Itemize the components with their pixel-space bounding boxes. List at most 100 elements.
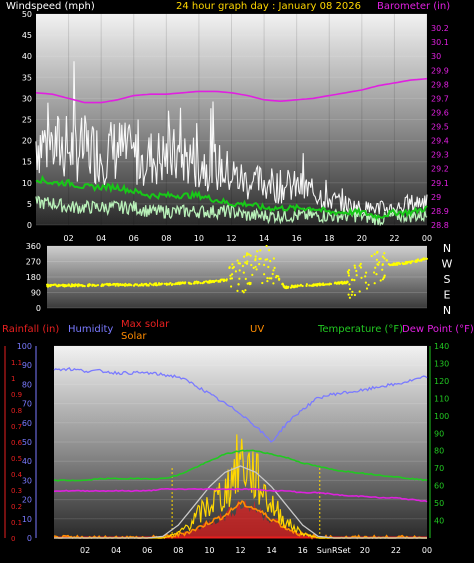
rain-y-tick-label: 0.3 [11, 487, 22, 495]
direction-point [415, 259, 418, 263]
direction-point [171, 283, 174, 286]
direction-point [135, 283, 138, 286]
temperature-y-tick-label: 70 [434, 464, 444, 473]
direction-point [266, 258, 269, 261]
direction-point [334, 281, 337, 284]
direction-point [404, 260, 407, 264]
barometer-y-tick-label: 29 [431, 193, 441, 202]
direction-point [364, 275, 367, 278]
direction-point [230, 285, 233, 288]
direction-point [381, 263, 384, 266]
wind-y-tick-label: 15 [22, 158, 32, 167]
direction-point [244, 289, 247, 292]
weather-series [53, 367, 428, 540]
direction-point [348, 296, 351, 299]
direction-point [246, 282, 249, 285]
direction-y-tick-label: 90 [31, 289, 41, 298]
direction-point [245, 262, 249, 265]
rain-y-tick-label: 1 [11, 375, 15, 383]
direction-point [144, 282, 147, 286]
direction-point [56, 285, 59, 288]
direction-point [48, 284, 51, 287]
direction-point [124, 282, 127, 285]
direction-y-tick-label: 270 [26, 258, 41, 267]
direction-point [385, 259, 388, 262]
direction-point [234, 270, 237, 273]
direction-point [408, 260, 411, 263]
direction-point [242, 271, 245, 274]
direction-point [231, 263, 234, 266]
direction-point [60, 284, 63, 287]
temperature-y-tick-label: 130 [434, 359, 449, 368]
direction-point [271, 272, 274, 276]
direction-point [116, 282, 119, 285]
direction-y-tick-label: 180 [26, 273, 41, 282]
max-solar-line [54, 465, 427, 539]
direction-point [259, 257, 262, 260]
direction-point [295, 285, 299, 288]
direction-point [154, 283, 157, 287]
temperature-line [53, 449, 428, 482]
direction-point [301, 284, 304, 288]
weather-panel [54, 346, 427, 538]
temperature-y-tick-label: 50 [434, 499, 444, 508]
weather-x-tick-label: 16 [298, 546, 308, 555]
direction-point [259, 249, 262, 252]
wind-y-tick-label: 35 [22, 73, 32, 82]
direction-point [137, 284, 140, 287]
direction-point [406, 260, 409, 264]
direction-point [373, 253, 376, 256]
chart-title: 24 hour graph day : January 08 2026 [176, 1, 361, 12]
direction-point [169, 282, 172, 285]
solar-line [53, 500, 427, 540]
direction-point [312, 284, 315, 287]
direction-point [278, 277, 281, 280]
temperature-y-tick-label: 80 [434, 447, 444, 456]
wind-y-tick-label: 20 [22, 137, 32, 146]
direction-point [374, 266, 377, 269]
weather-x-tick-label: 22 [391, 546, 401, 555]
direction-point [322, 283, 325, 286]
direction-point [180, 282, 183, 285]
compass-label: S [444, 273, 451, 286]
wind-x-tick-label: 00 [422, 234, 432, 243]
direction-point [249, 254, 252, 257]
direction-point [246, 252, 249, 255]
direction-point [154, 282, 158, 285]
compass-label: W [442, 258, 453, 271]
direction-point [71, 284, 75, 287]
direction-point [351, 290, 354, 293]
direction-point [272, 282, 275, 285]
direction-point [66, 284, 70, 287]
humidity-y-tick-label: 0 [27, 534, 32, 543]
wind-x-tick-label: 18 [324, 234, 334, 243]
direction-point [163, 282, 166, 285]
temperature-legend: Temperature (°F) [317, 324, 403, 335]
direction-point [292, 285, 295, 288]
direction-point [159, 283, 162, 286]
rain-y-tick-label: 1.1 [11, 359, 22, 367]
wind-ylabel: Windspeed (mph) [6, 1, 95, 12]
wind-y-tick-label: 10 [22, 179, 32, 188]
temperature-y-tick-label: 140 [434, 342, 449, 351]
direction-point [241, 264, 244, 268]
direction-point [355, 269, 358, 273]
direction-point [373, 282, 376, 285]
direction-point [238, 277, 241, 280]
humidity-legend: Humidity [68, 324, 113, 335]
direction-point [219, 278, 222, 282]
direction-point [378, 261, 381, 264]
direction-point [102, 284, 105, 287]
barometer-y-tick-label: 29.9 [431, 66, 449, 75]
direction-point [350, 278, 353, 281]
dewpoint-legend: Dew Point (°F) [402, 324, 474, 335]
direction-point [250, 263, 253, 267]
rain-y-tick-label: 0 [11, 535, 15, 543]
wind-x-ticks: 02 04 06 08 10 12 14 16 18 20 22 00 [63, 234, 432, 243]
wind-x-tick-label: 16 [292, 234, 302, 243]
direction-point [184, 281, 187, 284]
direction-point [382, 276, 385, 279]
direction-point [377, 263, 380, 266]
direction-point [140, 282, 143, 285]
